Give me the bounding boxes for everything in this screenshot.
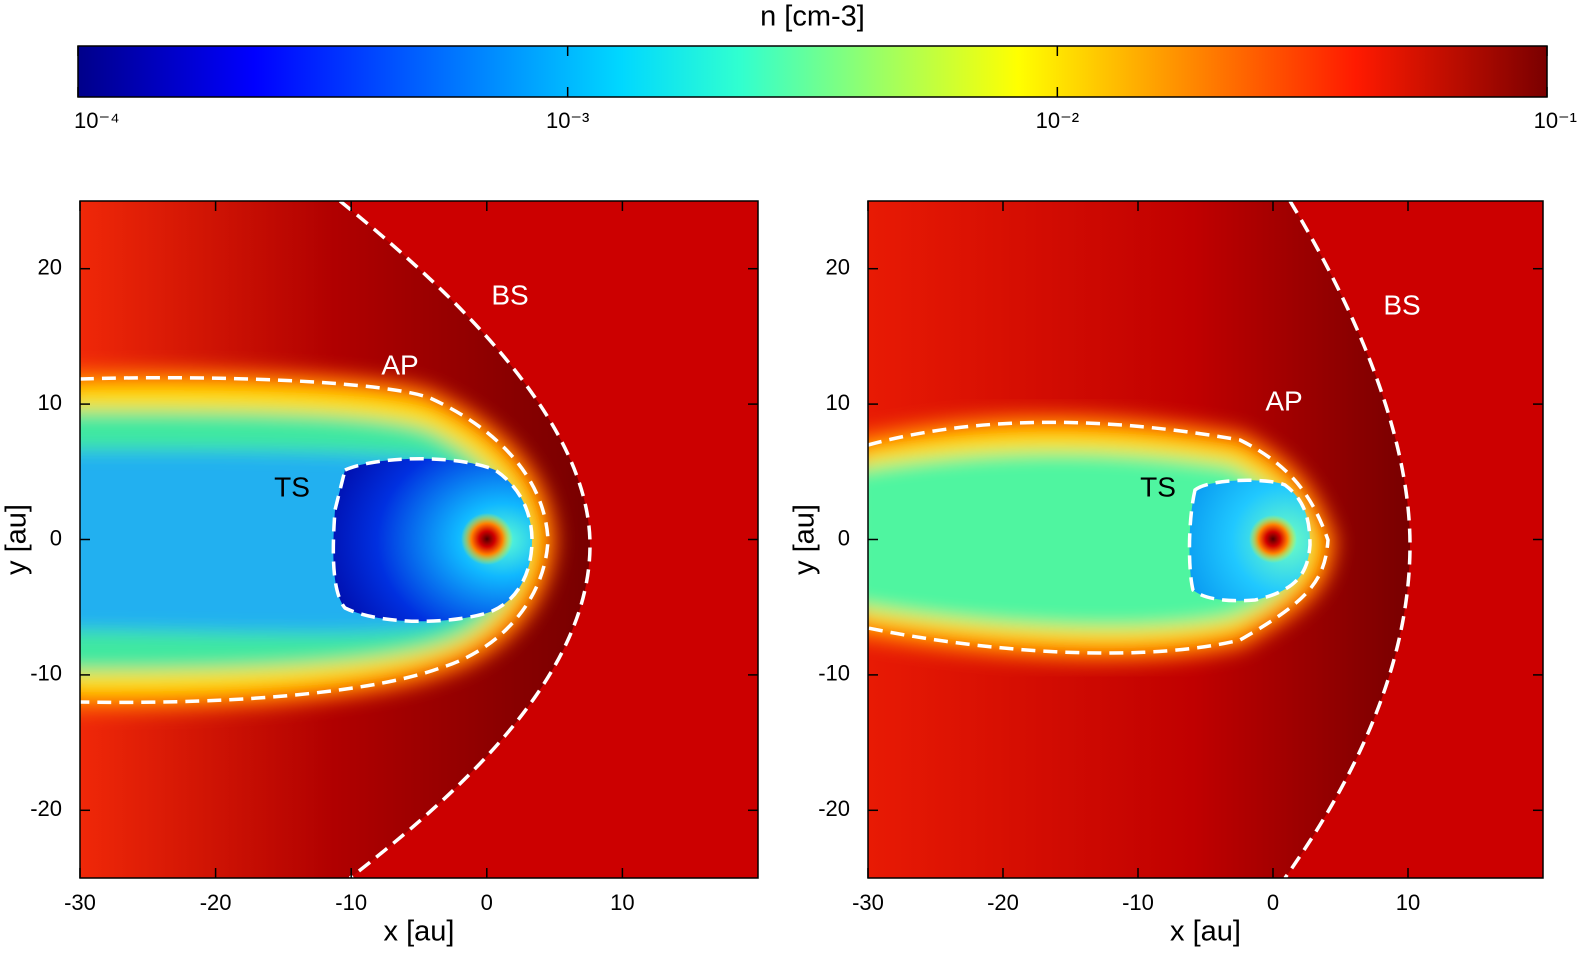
colorbar-tick-label: 10⁻² xyxy=(1036,108,1079,133)
y-tick-label: 20 xyxy=(38,255,62,280)
colorbar-tick-label: 10⁻³ xyxy=(546,108,589,133)
x-tick-label: 10 xyxy=(610,890,634,915)
y-tick-label: 0 xyxy=(50,525,62,550)
x-tick-label: -30 xyxy=(852,890,884,915)
x-axis-label: x [au] xyxy=(384,916,455,948)
x-tick-label: 0 xyxy=(1267,890,1279,915)
annotation: AP xyxy=(1265,385,1302,416)
y-axis-label: y [au] xyxy=(789,504,821,575)
y-axis-label: y [au] xyxy=(1,504,33,575)
annotation: TS xyxy=(1140,471,1176,502)
x-tick-label: -20 xyxy=(200,890,232,915)
y-tick-label: 10 xyxy=(38,390,62,415)
annotation: BS xyxy=(1383,289,1420,320)
x-axis-label: x [au] xyxy=(1170,916,1241,948)
y-tick-label: -10 xyxy=(818,661,850,686)
y-tick-label: -20 xyxy=(818,796,850,821)
y-tick-label: -20 xyxy=(30,796,62,821)
y-tick-label: 0 xyxy=(838,525,850,550)
x-tick-label: -30 xyxy=(64,890,96,915)
colorbar-tick-label: 10⁻⁴ xyxy=(74,108,120,133)
annotation: TS xyxy=(274,471,310,502)
y-tick-label: 10 xyxy=(826,390,850,415)
y-tick-label: 20 xyxy=(826,255,850,280)
x-tick-label: 0 xyxy=(481,890,493,915)
x-tick-label: 10 xyxy=(1396,890,1420,915)
x-tick-label: -10 xyxy=(1122,890,1154,915)
annotation: AP xyxy=(381,349,418,380)
y-tick-label: -10 xyxy=(30,661,62,686)
colorbar xyxy=(77,45,1548,98)
x-tick-label: -20 xyxy=(987,890,1019,915)
colorbar-title: n [cm-3] xyxy=(760,1,865,33)
x-tick-label: -10 xyxy=(335,890,367,915)
density-field-left xyxy=(80,201,758,878)
colorbar-gradient xyxy=(77,45,1548,98)
density-field-right xyxy=(868,201,1543,878)
annotation: BS xyxy=(491,279,528,310)
colorbar-tick-label: 10⁻¹ xyxy=(1534,108,1577,133)
